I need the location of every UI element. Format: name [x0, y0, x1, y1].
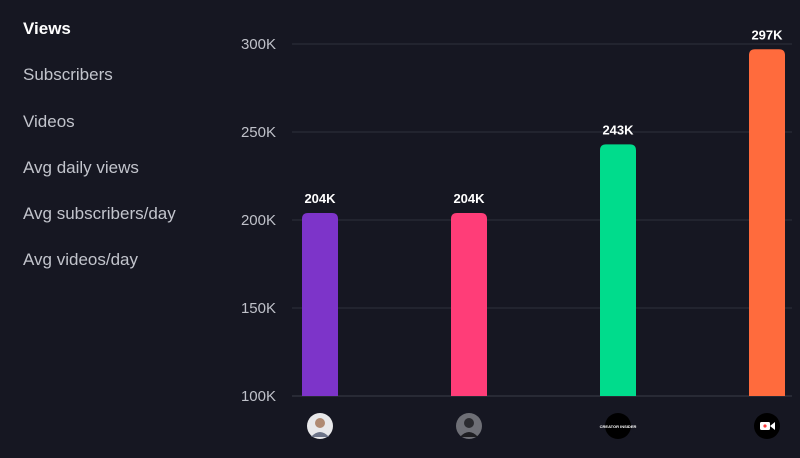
y-tick-label: 250K: [241, 124, 276, 141]
channel-avatar-icon[interactable]: [754, 413, 780, 439]
y-tick-label: 200K: [241, 212, 276, 229]
bar[interactable]: [749, 49, 785, 396]
metric-avg-videos-day[interactable]: Avg videos/day: [23, 250, 138, 270]
camera-dot: [763, 424, 767, 428]
channel-avatar-icon[interactable]: [456, 413, 482, 439]
metric-subscribers[interactable]: Subscribers: [23, 65, 113, 85]
avatar-head: [315, 418, 325, 428]
channel-avatar-icon[interactable]: CREATOR INSIDER: [600, 413, 637, 439]
metric-videos[interactable]: Videos: [23, 111, 75, 131]
metric-views[interactable]: Views: [23, 19, 71, 38]
avatar-body: [460, 432, 478, 437]
bar[interactable]: [600, 144, 636, 396]
logo-bg: [605, 413, 631, 439]
bar[interactable]: [451, 212, 487, 396]
avatar-body: [311, 432, 329, 437]
data-label: 204K: [304, 191, 336, 206]
logo-text: CREATOR INSIDER: [600, 424, 637, 429]
avatar-head: [464, 418, 474, 428]
metric-menu: Views Subscribers Videos Avg daily views…: [23, 18, 223, 296]
y-tick-label: 300K: [241, 36, 276, 53]
camera-lens: [770, 422, 775, 430]
data-label: 297K: [751, 27, 783, 42]
channel-avatar-icon[interactable]: [307, 413, 333, 439]
bar[interactable]: [302, 212, 338, 396]
metric-avg-daily-views[interactable]: Avg daily views: [23, 157, 139, 177]
data-label: 204K: [453, 191, 485, 206]
y-tick-label: 100K: [241, 388, 276, 405]
data-label: 243K: [602, 122, 634, 137]
metric-avg-subscribers-day[interactable]: Avg subscribers/day: [23, 204, 176, 224]
y-tick-label: 150K: [241, 300, 276, 317]
